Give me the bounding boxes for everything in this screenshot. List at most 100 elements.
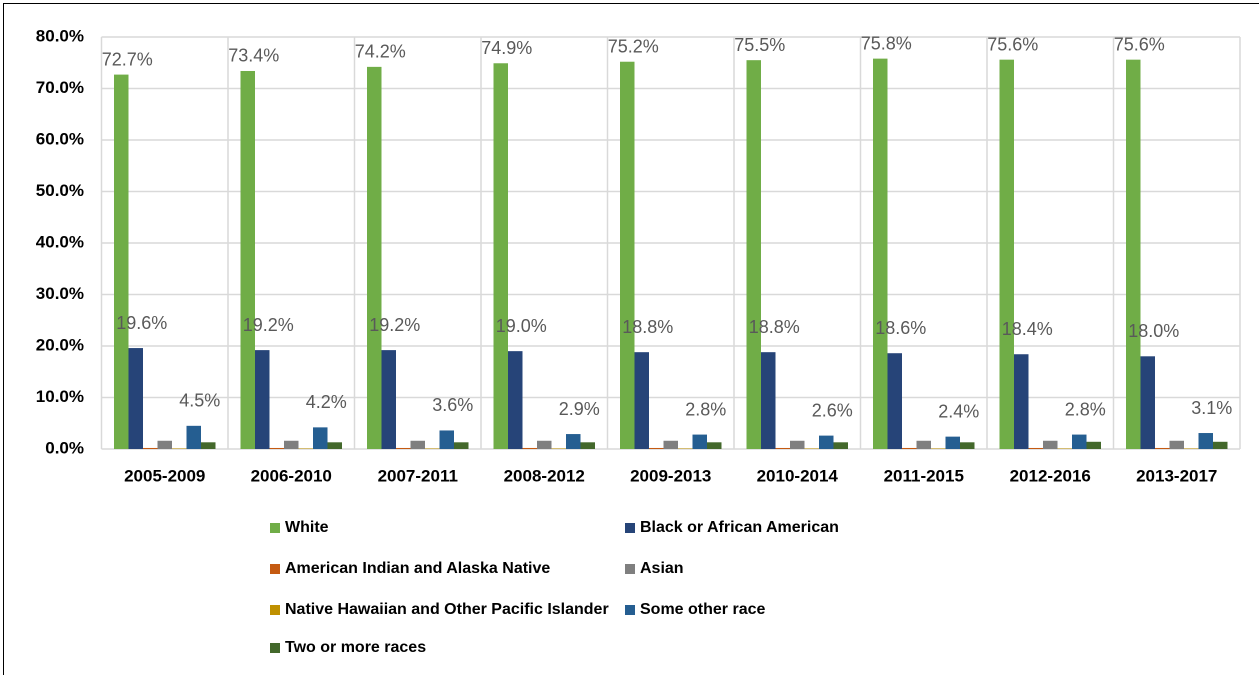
y-tick-label: 40.0% — [36, 232, 84, 251]
bar — [128, 348, 143, 449]
bar — [367, 66, 382, 450]
data-label: 19.6% — [116, 313, 167, 333]
data-label: 75.5% — [734, 35, 785, 55]
bar — [327, 442, 342, 449]
x-tick-label: 2011-2015 — [884, 466, 964, 485]
bar — [439, 430, 454, 449]
data-label: 75.6% — [1114, 34, 1165, 54]
bar — [172, 448, 187, 449]
x-tick-label: 2005-2009 — [124, 466, 205, 485]
legend-swatch — [270, 605, 280, 615]
data-label: 2.8% — [685, 399, 726, 419]
bar — [566, 434, 581, 449]
y-tick-label: 30.0% — [36, 284, 84, 303]
y-tick-label: 60.0% — [36, 129, 84, 148]
x-tick-label: 2009-2013 — [630, 466, 711, 485]
bar — [537, 440, 552, 449]
y-tick-label: 10.0% — [36, 387, 84, 406]
data-label: 74.2% — [355, 42, 406, 62]
y-tick-label: 0.0% — [45, 438, 84, 457]
bar — [143, 447, 158, 449]
y-tick-label: 20.0% — [36, 335, 84, 354]
bar — [580, 442, 595, 449]
bar — [804, 448, 819, 449]
data-label: 19.2% — [243, 315, 294, 335]
bar — [508, 351, 523, 449]
data-label: 18.4% — [1002, 319, 1053, 339]
bar — [960, 442, 975, 449]
bar — [410, 440, 425, 449]
legend-swatch — [270, 523, 280, 533]
bar — [790, 440, 805, 449]
bar — [945, 436, 960, 449]
data-label: 18.6% — [875, 318, 926, 338]
bar — [663, 440, 678, 449]
bar — [916, 440, 931, 449]
bar — [873, 58, 888, 449]
legend-label: White — [285, 519, 329, 536]
bar — [678, 448, 693, 449]
bar — [114, 74, 129, 449]
bar — [775, 447, 790, 449]
legend-label: American Indian and Alaska Native — [285, 560, 550, 577]
data-label: 3.1% — [1191, 398, 1232, 418]
bar — [396, 447, 411, 449]
data-label: 4.2% — [306, 392, 347, 412]
bar — [298, 448, 313, 449]
bar — [201, 442, 216, 449]
legend-swatch — [625, 564, 635, 574]
data-label: 74.9% — [481, 38, 532, 58]
x-tick-label: 2006-2010 — [251, 466, 332, 485]
bar — [931, 448, 946, 449]
data-label: 3.6% — [432, 395, 473, 415]
bar — [1155, 447, 1170, 449]
legend-swatch — [625, 523, 635, 533]
data-label: 18.8% — [622, 317, 673, 337]
bar — [381, 350, 396, 449]
legend-label: Native Hawaiian and Other Pacific Island… — [285, 601, 609, 618]
data-label: 75.8% — [861, 33, 912, 53]
bar — [649, 447, 664, 449]
legend-swatch — [625, 605, 635, 615]
legend-swatch — [270, 564, 280, 574]
bar — [157, 440, 172, 449]
bar — [454, 442, 469, 449]
bar — [634, 352, 649, 449]
data-label: 2.8% — [1065, 399, 1106, 419]
bar — [240, 70, 255, 450]
data-label: 2.4% — [938, 401, 979, 421]
y-tick-label: 80.0% — [36, 26, 84, 45]
y-tick-label: 70.0% — [36, 78, 84, 97]
x-tick-label: 2007-2011 — [378, 466, 458, 485]
data-label: 73.4% — [228, 46, 279, 66]
bar — [833, 442, 848, 449]
x-tick-label: 2008-2012 — [504, 466, 585, 485]
data-label: 72.7% — [102, 49, 153, 69]
legend-label: Black or African American — [640, 519, 839, 536]
x-tick-label: 2012-2016 — [1010, 466, 1091, 485]
data-label: 4.5% — [179, 391, 220, 411]
x-tick-label: 2010-2014 — [757, 466, 839, 485]
bar — [255, 350, 270, 449]
data-label: 19.0% — [496, 316, 547, 336]
bar — [1169, 440, 1184, 449]
bar — [1072, 434, 1087, 449]
data-label: 2.6% — [812, 400, 853, 420]
bar — [819, 435, 834, 449]
bar — [493, 63, 508, 449]
bar — [1028, 447, 1043, 449]
data-label: 2.9% — [559, 399, 600, 419]
bar — [887, 353, 902, 449]
bar — [1126, 59, 1141, 449]
bar — [692, 434, 707, 449]
bar — [284, 440, 299, 449]
bar — [1140, 356, 1155, 449]
legend-swatch — [270, 643, 280, 653]
bar — [902, 447, 917, 449]
x-tick-label: 2013-2017 — [1136, 466, 1217, 485]
y-tick-label: 50.0% — [36, 181, 84, 200]
bar — [1184, 448, 1199, 449]
bar — [746, 60, 761, 450]
bar — [313, 427, 328, 449]
